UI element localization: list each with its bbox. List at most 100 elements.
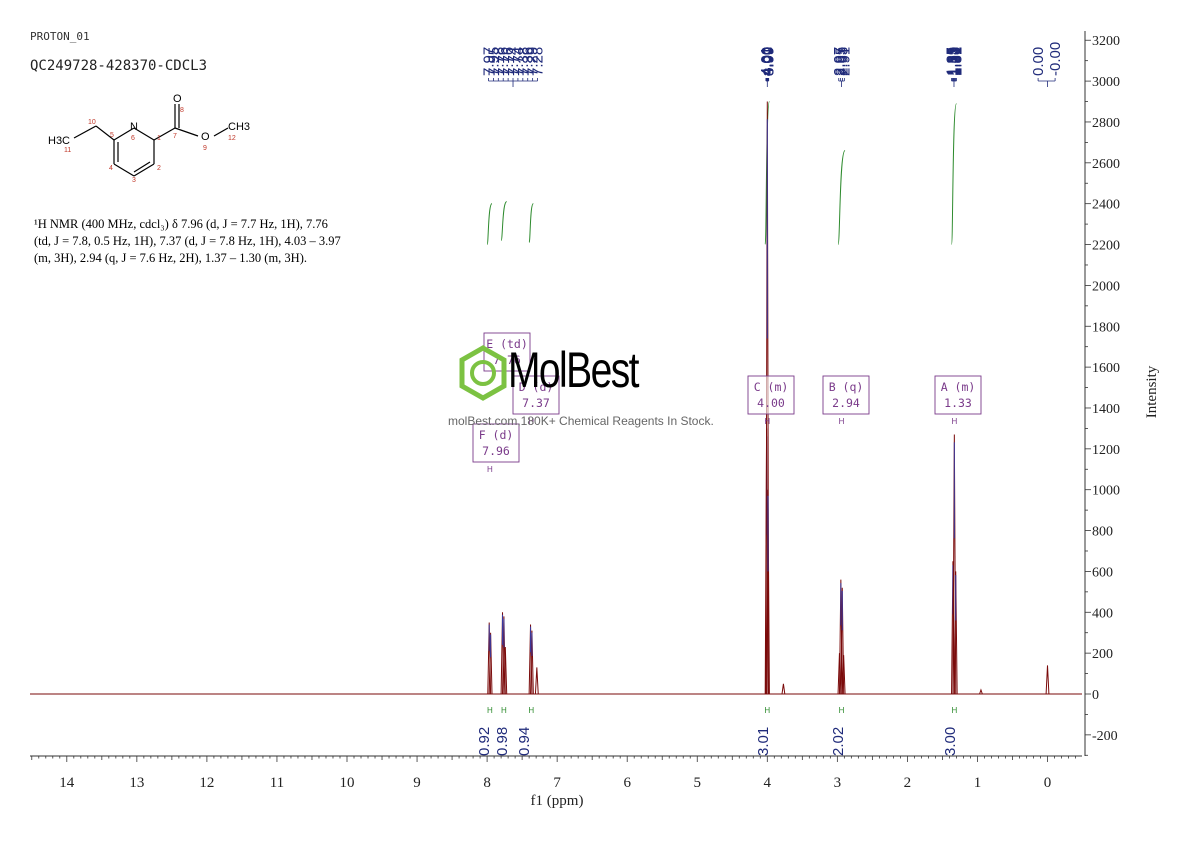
multiplet-shift: 7.96 (482, 444, 510, 458)
peak-shift-label: 7.28 (530, 47, 547, 76)
atom-number: 4 (109, 165, 113, 172)
axes-group: 14 13 12 11 10 9 8 7 6 5 4 3 2 1 0-2000200400600800100… (30, 31, 1120, 791)
integral-marker: H (951, 706, 957, 715)
x-tick-label: 11 (270, 775, 284, 791)
integral-marker: H (487, 706, 493, 715)
nmr-description: ¹H NMR (400 MHz, cdcl₃) δ 7.96 (d, J = 7… (34, 216, 394, 267)
x-tick-label: 8 (483, 775, 491, 791)
spectrum-peak (534, 667, 539, 695)
multiplet-shift: 1.33 (944, 396, 972, 410)
atom-number: 8 (180, 107, 184, 114)
sample-id: QC249728-428370-CDCL3 (30, 58, 208, 74)
peak-shift-label: -0.00 (1047, 42, 1064, 76)
multiplet-name: C (m) (754, 380, 789, 394)
atom-number: 1 (157, 135, 161, 142)
integral-value-label: 0.94 (516, 727, 533, 756)
peak-shift-label: 4.00 (760, 47, 777, 76)
multiplet-name: B (q) (829, 380, 864, 394)
peak-shift-label: 7.97 (481, 47, 498, 76)
atom-number: 12 (228, 135, 236, 142)
multiplet-shift: 2.94 (832, 396, 860, 410)
multiplet-marker: H (951, 417, 957, 426)
peak-shift-label: 7.74 (510, 47, 527, 76)
peak-shift-label: 1.35 (944, 47, 961, 76)
spectrum-peak (953, 571, 958, 695)
y-tick-label: 0 (1092, 688, 1099, 703)
peak-labels-group: 7.977.957.787.767.767.747.747.387.367.29… (481, 42, 1064, 87)
multiplet-name: D (d) (519, 380, 554, 394)
multiplet-name: E (td) (486, 337, 528, 351)
peak-shift-label: 2.95 (833, 47, 850, 76)
atom-label-o-ester: O (201, 131, 210, 143)
atom-label-n: N (130, 121, 138, 133)
integral-value-label: 2.02 (830, 727, 847, 756)
peak-shift-label: 7.76 (495, 47, 512, 76)
integral-marker: H (528, 706, 534, 715)
peak-shift-label: 7.95 (485, 47, 502, 76)
integral-value-label: 3.01 (755, 727, 772, 756)
integral-curve (486, 203, 493, 246)
integral-labels-group: 0.92 H 0.98 H 0.94 H 3.01 H 2.02 H 3.00 H (476, 706, 959, 756)
nmr-description-line: (m, 3H), 2.94 (q, J = 7.6 Hz, 2H), 1.37 … (34, 251, 307, 265)
peak-shift-label: 0.00 (1030, 47, 1047, 76)
spectrum-peak (503, 646, 508, 695)
peak-shift-label: 1.33 (947, 47, 964, 76)
peak-shift-label: 7.74 (505, 47, 522, 76)
spectrum-peak (951, 561, 955, 695)
spectrum-peak (979, 688, 983, 695)
watermark-tagline: molBest.com,180K+ Chemical Reagents In S… (448, 414, 714, 428)
spectrum-peak (530, 630, 534, 695)
x-tick-label: 10 (340, 775, 355, 791)
molbest-logo-icon (459, 345, 507, 401)
integral-curve (951, 103, 957, 246)
y-tick-label: 2800 (1092, 116, 1120, 131)
y-tick-label: 1600 (1092, 361, 1120, 376)
x-tick-label: 14 (59, 775, 75, 791)
integral-value-label: 3.00 (942, 727, 959, 756)
atom-number: 10 (88, 119, 96, 126)
spectrum-peak (781, 683, 786, 695)
integral-marker: H (501, 706, 507, 715)
integral-curve (528, 203, 534, 243)
multiplet-name: A (m) (941, 380, 976, 394)
integral-curve (837, 150, 846, 246)
y-tick-label: 2000 (1092, 279, 1120, 294)
atom-number: 2 (157, 165, 161, 172)
spectrum-peak (841, 655, 846, 695)
peak-shift-label: 1.31 (948, 47, 965, 76)
peak-shift-label: 1.35 (944, 47, 961, 76)
peak-shift-label: 7.29 (525, 47, 542, 76)
multiplet-marker: H (839, 417, 845, 426)
multiplet-box (472, 423, 520, 463)
multiplet-marker: H (764, 417, 770, 426)
integral-value-label: 0.92 (476, 727, 493, 756)
multiplet-box (822, 375, 870, 415)
nmr-description-line: (td, J = 7.8, 0.5 Hz, 1H), 7.37 (d, J = … (34, 234, 341, 248)
peak-shift-label: 2.93 (834, 47, 851, 76)
molecule-structure: H3C N O O CH3 10 11 5 6 1 7 8 9 12 4 3 2 (48, 93, 250, 184)
integral-marker: H (764, 706, 770, 715)
multiplet-marker: H (487, 465, 493, 474)
y-tick-label: -200 (1092, 729, 1118, 744)
spectrum-peak (1045, 665, 1050, 695)
watermark-brand: MolBest (508, 342, 640, 398)
atom-number: 7 (173, 133, 177, 140)
multiplet-shift: 7.37 (522, 396, 550, 410)
multiplet-box (747, 375, 795, 415)
y-tick-label: 400 (1092, 606, 1113, 621)
y-tick-label: 1000 (1092, 484, 1120, 499)
x-tick-label: 6 (623, 775, 631, 791)
x-tick-label: 13 (129, 775, 144, 791)
multiplet-marker: H (528, 417, 534, 426)
x-tick-label: 7 (553, 775, 561, 791)
peak-shift-label: 1.31 (948, 47, 965, 76)
y-tick-label: 3000 (1092, 75, 1120, 90)
spectrum-peak (837, 653, 842, 695)
x-tick-label: 3 (834, 775, 842, 791)
multiplet-box (934, 375, 982, 415)
integral-value-label: 0.98 (494, 727, 511, 756)
x-axis-label: f1 (ppm) (531, 793, 584, 809)
y-tick-label: 200 (1092, 647, 1113, 662)
